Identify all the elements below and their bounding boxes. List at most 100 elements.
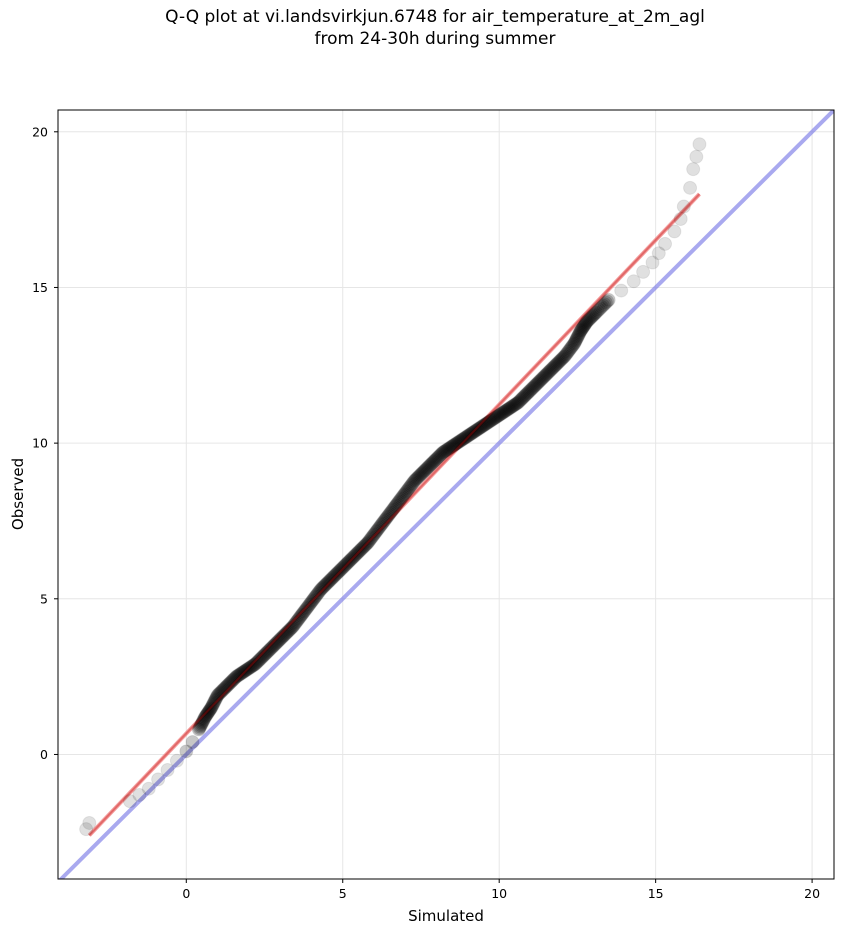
quantile-point (268, 636, 283, 651)
quantile-point (299, 601, 314, 616)
quantile-point (79, 822, 94, 837)
quantile-point (371, 521, 386, 536)
quantile-point (539, 367, 554, 382)
quantile-point (540, 366, 555, 381)
quantile-point (590, 303, 605, 318)
quantile-point (240, 662, 255, 677)
quantile-point (352, 544, 367, 559)
quantile-point (399, 484, 414, 499)
quantile-point (460, 428, 475, 443)
quantile-point (407, 473, 422, 488)
quantile-point (636, 264, 651, 279)
regression-line (87, 192, 701, 837)
quantile-point (448, 437, 463, 452)
quantile-point (450, 435, 465, 450)
quantile-point (645, 255, 660, 270)
quantile-point (282, 622, 297, 637)
quantile-point (567, 336, 582, 351)
quantile-point (567, 335, 582, 350)
y-axis-label: Observed (9, 458, 27, 530)
quantile-point (525, 381, 540, 396)
quantile-point (572, 326, 587, 341)
quantile-point (436, 444, 451, 459)
quantile-point (207, 693, 222, 708)
quantile-point (473, 420, 488, 435)
quantile-point (426, 454, 441, 469)
quantile-point (597, 297, 612, 312)
quantile-point (336, 559, 351, 574)
quantile-point (303, 596, 318, 611)
quantile-point (424, 456, 439, 471)
quantile-point (205, 697, 220, 712)
quantile-point (270, 635, 285, 650)
quantile-point (254, 650, 269, 665)
quantile-point (589, 305, 604, 320)
quantile-point (533, 372, 548, 387)
quantile-point (468, 424, 483, 439)
quantile-point (239, 662, 254, 677)
quantile-point (506, 398, 521, 413)
quantile-point (384, 503, 399, 518)
quantile-point (524, 382, 539, 397)
quantile-point (388, 498, 403, 513)
quantile-point (433, 447, 448, 462)
quantile-point (256, 648, 271, 663)
quantile-point (280, 625, 295, 640)
quantile-point (192, 721, 207, 736)
quantile-point (370, 523, 385, 538)
quantile-point (465, 426, 480, 441)
quantile-point (577, 317, 592, 332)
quantile-point (455, 432, 470, 447)
quantile-point (246, 658, 261, 673)
quantile-point (667, 224, 682, 239)
quantile-point (193, 718, 208, 733)
quantile-point (476, 418, 491, 433)
quantile-point (562, 343, 577, 358)
quantile-point (271, 634, 286, 649)
quantile-point (528, 378, 543, 393)
quantile-point (283, 621, 298, 636)
quantile-point (398, 485, 413, 500)
quantile-point (169, 753, 184, 768)
quantile-point (285, 619, 300, 634)
quantile-point (132, 787, 147, 802)
quantile-point (251, 654, 266, 669)
quantile-point (457, 430, 472, 445)
quantile-point (229, 669, 244, 684)
quantile-point (518, 388, 533, 403)
quantile-point (334, 561, 349, 576)
quantile-point (350, 546, 365, 561)
quantile-point (382, 506, 397, 521)
quantile-point (273, 632, 288, 647)
title-line-2: from 24-30h during summer (314, 29, 556, 49)
quantile-point (570, 330, 585, 345)
quantile-point (380, 509, 395, 524)
quantile-point (541, 365, 556, 380)
quantile-point (413, 467, 428, 482)
quantile-point (255, 649, 270, 664)
quantile-point (204, 700, 219, 715)
quantile-point (451, 435, 466, 450)
quantile-point (231, 668, 246, 683)
quantile-point (364, 530, 379, 545)
quantile-point (245, 659, 259, 674)
quantile-point (484, 412, 499, 427)
quantile-point (536, 370, 550, 385)
quantile-point (198, 709, 213, 724)
quantile-point (320, 576, 335, 591)
quantile-point (481, 415, 496, 430)
quantile-point (614, 283, 629, 298)
quantile-point (478, 417, 493, 432)
quantile-point (569, 332, 584, 347)
quantile-point (580, 313, 595, 328)
quantile-point (565, 339, 580, 354)
quantile-point (306, 592, 321, 607)
quantile-point (430, 450, 445, 465)
grid-lines (58, 110, 834, 879)
quantile-point (210, 688, 225, 703)
quantile-point (522, 384, 537, 399)
quantile-point (477, 417, 492, 432)
quantile-point (294, 608, 309, 623)
quantile-point (307, 590, 322, 605)
quantile-point (316, 579, 331, 594)
